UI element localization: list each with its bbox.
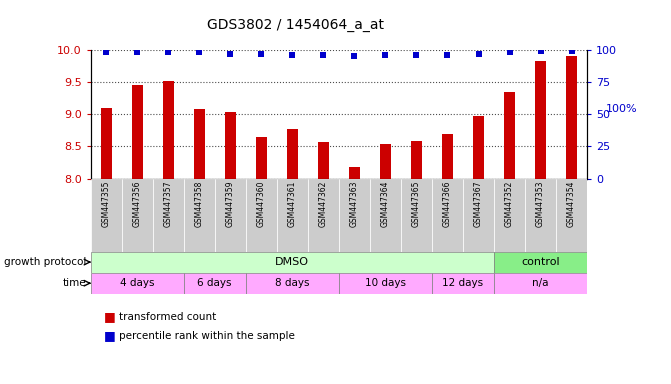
Text: GSM447358: GSM447358 [195, 181, 204, 227]
Point [194, 50, 205, 56]
Bar [184, 179, 215, 252]
Point [163, 50, 174, 56]
Bar [556, 179, 587, 252]
Text: ■: ■ [104, 310, 116, 323]
Bar [442, 134, 453, 179]
Text: GSM447365: GSM447365 [412, 181, 421, 227]
Point [101, 50, 111, 56]
Bar [91, 273, 184, 294]
Bar [101, 108, 111, 179]
Point [504, 50, 515, 56]
Text: GSM447361: GSM447361 [288, 181, 297, 227]
Text: GSM447366: GSM447366 [443, 181, 452, 227]
Bar [504, 92, 515, 179]
Bar [132, 85, 142, 179]
Text: GSM447355: GSM447355 [101, 181, 111, 227]
Text: ■: ■ [104, 329, 116, 343]
Text: percentile rank within the sample: percentile rank within the sample [119, 331, 295, 341]
Point [132, 50, 142, 56]
Bar [494, 179, 525, 252]
Text: GSM447367: GSM447367 [474, 181, 483, 227]
Bar [184, 273, 246, 294]
Bar [318, 142, 329, 179]
Text: time: time [62, 278, 86, 288]
Text: GDS3802 / 1454064_a_at: GDS3802 / 1454064_a_at [207, 18, 384, 32]
Point [287, 52, 298, 58]
Bar [121, 179, 153, 252]
Text: GSM447359: GSM447359 [225, 181, 235, 227]
Bar [473, 116, 484, 179]
Bar [225, 112, 236, 179]
Bar [215, 179, 246, 252]
Point [225, 51, 236, 57]
Text: 4 days: 4 days [120, 278, 154, 288]
Bar [566, 56, 577, 179]
Text: GSM447356: GSM447356 [133, 181, 142, 227]
Bar [432, 273, 494, 294]
Text: GSM447363: GSM447363 [350, 181, 359, 227]
Bar [432, 179, 463, 252]
Text: GSM447360: GSM447360 [257, 181, 266, 227]
Text: 10 days: 10 days [365, 278, 406, 288]
Point [380, 52, 391, 58]
Text: 6 days: 6 days [197, 278, 232, 288]
Bar [194, 109, 205, 179]
Bar [246, 179, 277, 252]
Point [256, 51, 266, 57]
Text: control: control [521, 257, 560, 267]
Bar [256, 137, 266, 179]
Text: transformed count: transformed count [119, 312, 216, 322]
Point [535, 48, 546, 54]
Text: GSM447352: GSM447352 [505, 181, 514, 227]
Point [411, 52, 422, 58]
Bar [380, 144, 391, 179]
Bar [494, 273, 587, 294]
Text: GSM447357: GSM447357 [164, 181, 172, 227]
Text: n/a: n/a [532, 278, 549, 288]
Text: GSM447364: GSM447364 [381, 181, 390, 227]
Bar [163, 81, 174, 179]
Bar [494, 252, 587, 273]
Text: 8 days: 8 days [275, 278, 309, 288]
Text: GSM447354: GSM447354 [567, 181, 576, 227]
Bar [411, 141, 422, 179]
Bar [91, 252, 494, 273]
Text: GSM447353: GSM447353 [536, 181, 545, 227]
Text: 12 days: 12 days [442, 278, 484, 288]
Point [349, 53, 360, 60]
Point [318, 52, 329, 58]
Text: GSM447362: GSM447362 [319, 181, 328, 227]
Point [566, 48, 577, 54]
Bar [463, 179, 494, 252]
Bar [246, 273, 339, 294]
Bar [287, 129, 298, 179]
Bar [370, 179, 401, 252]
Bar [525, 179, 556, 252]
Point [442, 52, 453, 58]
Bar [535, 61, 546, 179]
Bar [91, 179, 121, 252]
Bar [339, 179, 370, 252]
Point [473, 51, 484, 57]
Text: growth protocol: growth protocol [3, 257, 86, 267]
Bar [401, 179, 432, 252]
Bar [277, 179, 308, 252]
Y-axis label: 100%: 100% [605, 104, 637, 114]
Bar [349, 167, 360, 179]
Bar [153, 179, 184, 252]
Bar [339, 273, 432, 294]
Bar [308, 179, 339, 252]
Text: DMSO: DMSO [275, 257, 309, 267]
